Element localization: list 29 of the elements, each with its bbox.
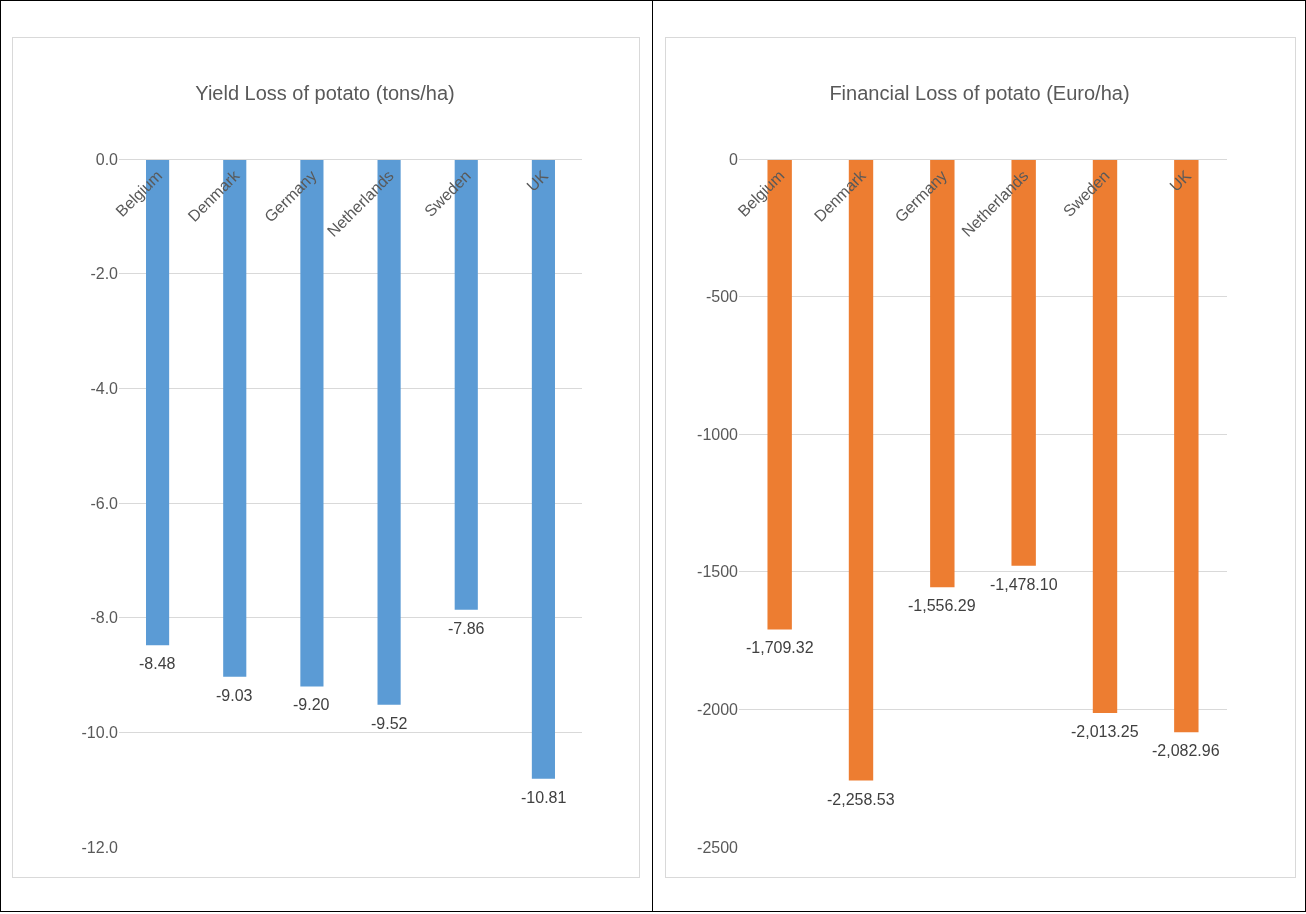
y-tick-label: 0 (729, 150, 739, 168)
y-tick-label: -2.0 (90, 265, 119, 283)
y-tick-label: -8.0 (90, 609, 119, 627)
data-label: -1,709.32 (746, 639, 814, 656)
data-label: -1,556.29 (908, 597, 976, 614)
data-label: -9.03 (216, 687, 253, 704)
data-label: -2,013.25 (1071, 723, 1139, 740)
data-label: -10.81 (521, 789, 567, 806)
x-tick-label: UK (1166, 166, 1195, 195)
data-label: -2,082.96 (1152, 742, 1220, 759)
y-tick-label: -10.0 (81, 723, 119, 741)
x-tick-label: UK (523, 166, 552, 195)
data-label: -9.20 (293, 696, 330, 713)
y-tick-label: -12.0 (81, 838, 119, 856)
data-label: -7.86 (448, 620, 485, 637)
y-tick-label: -4.0 (90, 379, 119, 397)
chart-title: Financial Loss of potato (Euro/ha) (829, 81, 1130, 104)
y-tick-label: 0.0 (95, 150, 119, 168)
y-tick-label: -1000 (697, 425, 739, 443)
y-tick-label: -500 (705, 288, 739, 306)
data-label: -2,258.53 (827, 791, 895, 808)
chart-title: Yield Loss of potato (tons/ha) (195, 81, 455, 104)
y-tick-label: -6.0 (90, 494, 119, 512)
data-label: -8.48 (139, 655, 176, 672)
y-tick-label: -1500 (697, 563, 739, 581)
y-tick-label: -2000 (697, 701, 739, 718)
data-label: -1,478.10 (990, 576, 1058, 593)
data-label: -9.52 (371, 715, 408, 732)
y-tick-label: -2500 (697, 838, 739, 856)
